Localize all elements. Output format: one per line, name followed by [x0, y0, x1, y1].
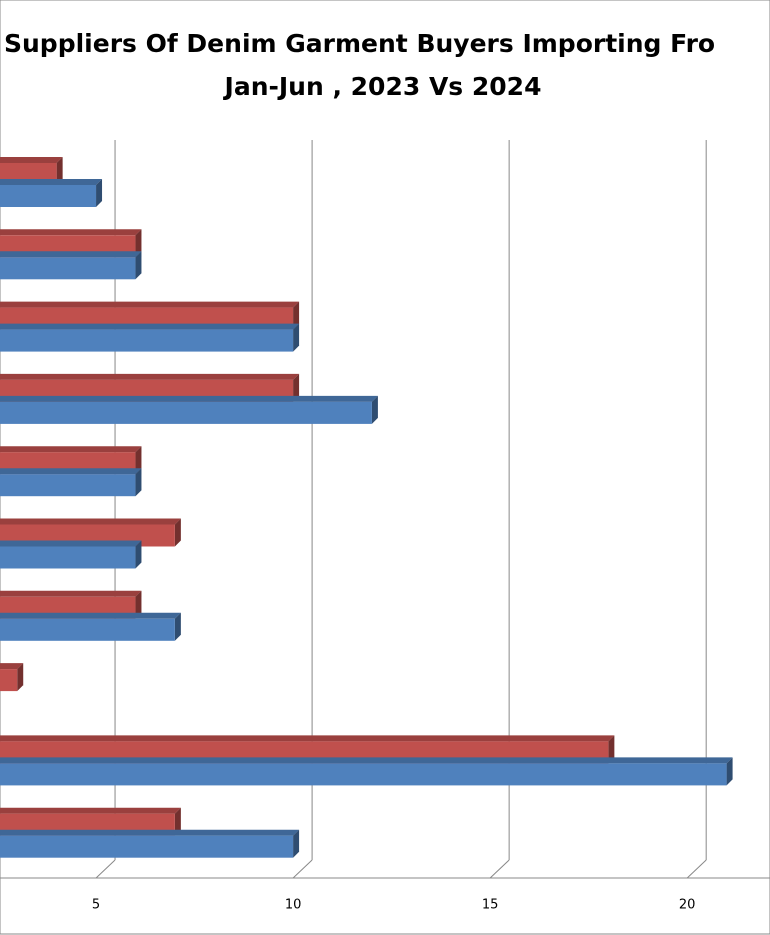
- bar-side: [135, 468, 142, 497]
- bar-side: [17, 663, 24, 692]
- bar-top: [0, 612, 181, 619]
- bar: [0, 829, 300, 858]
- bar-top: [0, 663, 24, 670]
- bar-side: [56, 157, 63, 185]
- bar-side: [293, 301, 300, 330]
- bar: [0, 757, 733, 786]
- chart-subtitle: Jan-Jun , 2023 Vs 2024: [223, 72, 542, 101]
- bar-top: [0, 757, 733, 764]
- bar: [0, 540, 142, 569]
- bar-top: [0, 179, 103, 185]
- bar: [0, 468, 142, 497]
- bar-top: [0, 807, 181, 814]
- bar-side: [174, 518, 181, 547]
- bar: [0, 612, 181, 641]
- bar-face: [0, 546, 136, 569]
- bar-face: [0, 257, 136, 280]
- bar-face: [0, 835, 294, 858]
- bar-face: [0, 401, 372, 424]
- bar-side: [371, 395, 378, 424]
- bar-top: [0, 301, 300, 308]
- bar: [0, 179, 103, 207]
- bar-side: [96, 179, 103, 207]
- bar-top: [0, 323, 300, 330]
- bar-top: [0, 395, 378, 402]
- bar-top: [0, 540, 142, 547]
- bar-top: [0, 446, 142, 453]
- bar-top: [0, 373, 300, 380]
- bar-side: [174, 612, 181, 641]
- x-tick-label: 15: [482, 898, 499, 913]
- grid-floor: [292, 859, 313, 879]
- bar-side: [135, 229, 142, 258]
- bar-side: [174, 807, 181, 836]
- bar: [0, 251, 142, 280]
- bar-face: [0, 763, 727, 786]
- grid-floor: [686, 859, 707, 879]
- bar-side: [608, 735, 615, 764]
- grid-floor: [489, 859, 510, 879]
- bar: [0, 395, 378, 424]
- bar-top: [0, 735, 615, 742]
- bar-top: [0, 251, 142, 258]
- bar: [0, 323, 300, 352]
- bar-top: [0, 157, 63, 163]
- bar-top: [0, 229, 142, 236]
- bar-side: [135, 446, 142, 475]
- bar-side: [293, 323, 300, 352]
- bar-face: [0, 618, 175, 641]
- bar-side: [293, 829, 300, 858]
- bar-face: [0, 329, 294, 352]
- x-tick-label: 10: [285, 898, 302, 913]
- bar-face: [0, 669, 18, 692]
- bar-top: [0, 590, 142, 597]
- bar-side: [135, 251, 142, 280]
- bar-top: [0, 468, 142, 475]
- x-tick-label: 5: [92, 898, 100, 913]
- bar-face: [0, 185, 97, 207]
- bar-side: [293, 373, 300, 402]
- bar-side: [135, 590, 142, 619]
- x-tick-label: 20: [679, 898, 696, 913]
- bar-top: [0, 829, 300, 836]
- bar-side: [726, 757, 733, 786]
- grid-floor: [95, 859, 116, 879]
- bar-face: [0, 474, 136, 497]
- bar: [0, 663, 24, 692]
- bar-side: [135, 540, 142, 569]
- bar-top: [0, 518, 181, 525]
- chart-title: Suppliers Of Denim Garment Buyers Import…: [4, 29, 715, 58]
